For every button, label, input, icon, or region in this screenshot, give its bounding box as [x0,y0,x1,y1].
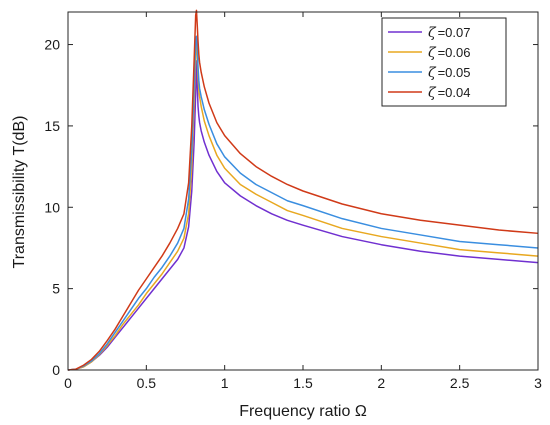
x-tick-label: 3 [534,375,542,391]
legend-label-3: ζ =0.05 [428,65,471,81]
y-tick-label: 20 [44,37,60,53]
legend-value: =0.07 [438,25,471,40]
x-tick-label: 0.5 [137,375,157,391]
legend: ζ =0.07ζ =0.06ζ =0.05ζ =0.04 [381,17,507,107]
legend-zeta-symbol: ζ [428,85,437,101]
legend-value: =0.06 [438,45,471,60]
y-tick-label: 5 [52,281,60,297]
x-tick-label: 1 [221,375,229,391]
x-tick-label: 2 [377,375,385,391]
legend-zeta-symbol: ζ [428,45,437,61]
legend-label-1: ζ =0.07 [428,25,471,41]
series-line-1 [67,60,539,371]
y-tick-label: 0 [52,362,60,378]
x-tick-label: 2.5 [450,375,470,391]
x-tick-label: 0 [64,375,72,391]
ticks-layer: 0 0.5 1 1.5 2 2.5 3 0 5 10 15 20 [44,12,542,391]
x-axis-title: Frequency ratio Ω [239,403,367,420]
legend-label-4: ζ =0.04 [428,85,471,101]
y-tick-label: 10 [44,199,60,215]
series-line-3 [67,35,539,371]
y-axis-title: Transmissibility T(dB) [11,116,28,269]
legend-value: =0.05 [438,65,471,80]
legend-value: =0.04 [438,85,471,100]
legend-label-2: ζ =0.06 [428,45,471,61]
series-line-4 [67,9,539,371]
legend-zeta-symbol: ζ [428,25,437,41]
series-layer [67,9,539,371]
y-tick-label: 15 [44,118,60,134]
x-tick-label: 1.5 [293,375,313,391]
legend-zeta-symbol: ζ [428,65,437,81]
